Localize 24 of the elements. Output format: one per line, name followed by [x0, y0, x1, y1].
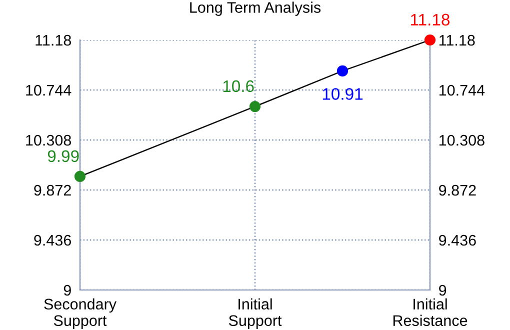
x-tick-label: Initial Support [228, 298, 282, 330]
y2-tick-label: 9 [439, 284, 446, 296]
y-tick-label: 9.872 [34, 184, 71, 196]
y2-tick-label: 10.308 [440, 134, 484, 146]
data-label: 10.6 [223, 80, 254, 92]
data-label: 11.18 [411, 14, 450, 26]
y2-tick-label: 9.872 [439, 184, 476, 196]
y2-tick-label: 10.744 [440, 84, 485, 96]
point [424, 34, 436, 46]
y2-tick-label: 9.436 [439, 234, 476, 246]
y-tick-label: 10.744 [26, 84, 72, 96]
data-label: 9.99 [48, 150, 79, 162]
point [336, 65, 348, 77]
y-tick-label: 11.18 [36, 34, 72, 46]
data-label: 10.91 [322, 88, 363, 100]
point [249, 100, 261, 112]
y-tick-label: 9.436 [34, 234, 71, 246]
y2-tick-label: 11.18 [440, 34, 475, 46]
chart-title: Long Term Analysis [190, 2, 321, 16]
x-tick-label: Secondary Support [44, 298, 116, 330]
y-tick-label: 9 [64, 284, 71, 296]
y-tick-label: 10.308 [26, 134, 72, 146]
x-tick-label: Initial Resistance [393, 298, 468, 326]
point [74, 170, 86, 182]
